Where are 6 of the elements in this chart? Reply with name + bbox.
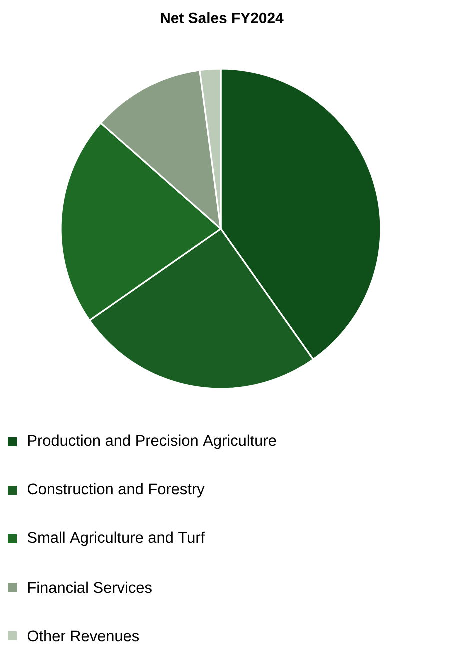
legend-label: Other Revenues — [28, 630, 140, 642]
legend-label: Small Agriculture and Turf — [28, 532, 206, 546]
legend-label: Financial Services — [28, 582, 152, 594]
chart-title: Net Sales FY2024 — [161, 12, 284, 24]
legend-label: Construction and Forestry — [28, 483, 205, 498]
legend-label: Production and Precision Agriculture — [28, 434, 276, 450]
